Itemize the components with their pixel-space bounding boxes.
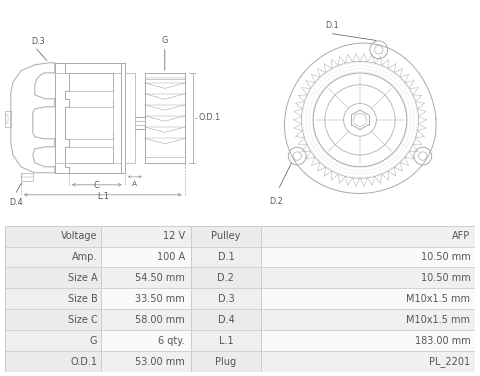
Bar — [191, 288, 261, 309]
Bar — [191, 267, 261, 288]
Text: Plug: Plug — [216, 357, 237, 367]
Text: D.1: D.1 — [217, 252, 234, 262]
Bar — [191, 247, 261, 267]
Text: D.3: D.3 — [217, 294, 234, 304]
Text: 54.50 mm: 54.50 mm — [135, 273, 185, 283]
Text: O.D.1: O.D.1 — [199, 113, 221, 122]
Bar — [5, 288, 475, 309]
Text: Amp.: Amp. — [72, 252, 97, 262]
Bar — [5, 267, 101, 288]
Text: C: C — [94, 181, 100, 190]
Text: 100 A: 100 A — [157, 252, 185, 262]
Bar — [191, 331, 261, 351]
Text: Size B: Size B — [68, 294, 97, 304]
Text: A: A — [132, 181, 137, 187]
Text: D.4: D.4 — [217, 315, 234, 325]
Bar — [5, 247, 475, 267]
Text: Size C: Size C — [68, 315, 97, 325]
Bar — [5, 351, 101, 372]
Bar — [21, 173, 33, 181]
Text: D.4: D.4 — [9, 198, 23, 207]
Text: D.1: D.1 — [325, 21, 338, 30]
Bar — [5, 111, 11, 127]
Text: 33.50 mm: 33.50 mm — [135, 294, 185, 304]
Bar — [5, 226, 475, 247]
Bar — [5, 115, 8, 123]
Text: 6 qty.: 6 qty. — [158, 336, 185, 346]
Text: AFP: AFP — [452, 231, 470, 241]
Text: G: G — [90, 336, 97, 346]
Text: D.2: D.2 — [217, 273, 234, 283]
Text: 10.50 mm: 10.50 mm — [421, 252, 470, 262]
Bar — [5, 309, 475, 331]
Bar — [5, 331, 101, 351]
Bar — [5, 351, 475, 372]
Text: O.D.1: O.D.1 — [71, 357, 97, 367]
Bar — [5, 247, 101, 267]
Text: M10x1.5 mm: M10x1.5 mm — [407, 315, 470, 325]
Text: Voltage: Voltage — [61, 231, 97, 241]
Text: Pulley: Pulley — [211, 231, 240, 241]
Bar — [5, 331, 475, 351]
Bar — [191, 351, 261, 372]
Text: Size A: Size A — [68, 273, 97, 283]
Text: 12 V: 12 V — [163, 231, 185, 241]
Text: L.1: L.1 — [218, 336, 233, 346]
Text: D.2: D.2 — [269, 197, 283, 206]
Text: 10.50 mm: 10.50 mm — [421, 273, 470, 283]
Bar — [5, 288, 101, 309]
Bar — [191, 226, 261, 247]
Text: 183.00 mm: 183.00 mm — [415, 336, 470, 346]
Text: G: G — [162, 36, 168, 45]
Text: M10x1.5 mm: M10x1.5 mm — [407, 294, 470, 304]
Text: 58.00 mm: 58.00 mm — [135, 315, 185, 325]
Bar — [5, 309, 101, 331]
Text: L.1: L.1 — [97, 192, 109, 201]
Text: 53.00 mm: 53.00 mm — [135, 357, 185, 367]
Bar — [191, 309, 261, 331]
Text: PL_2201: PL_2201 — [430, 356, 470, 367]
Bar — [5, 267, 475, 288]
Text: D.3: D.3 — [31, 37, 45, 46]
Bar — [5, 226, 101, 247]
